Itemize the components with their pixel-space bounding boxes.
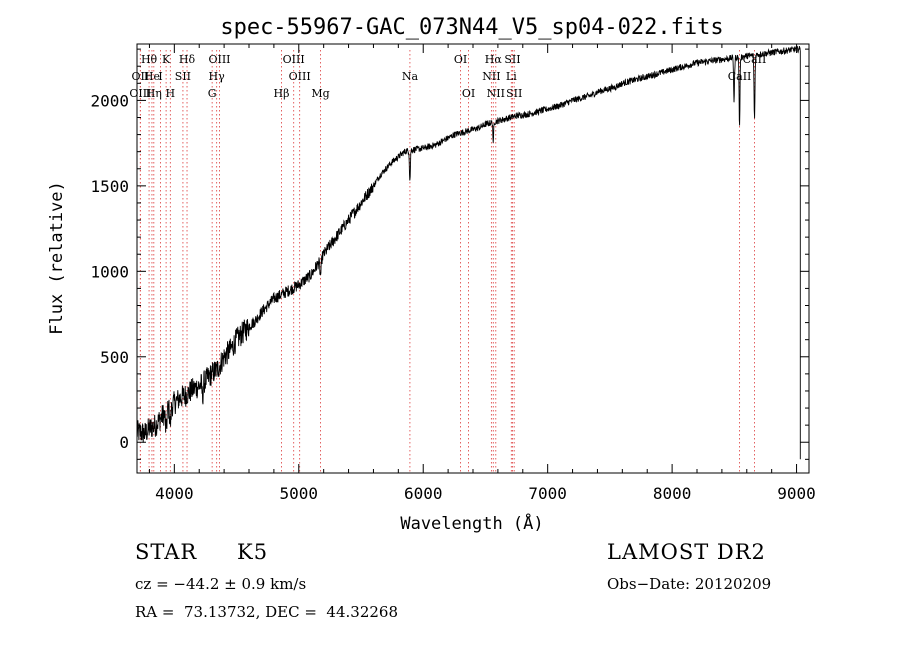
line-marker-label: Hβ <box>274 87 290 100</box>
line-marker-label: Hδ <box>179 53 196 66</box>
x-tick-label: 7000 <box>528 484 567 503</box>
line-marker-label: OIII <box>129 87 151 100</box>
line-marker-label: H <box>166 87 176 100</box>
line-marker-label: SII <box>506 87 522 100</box>
star-label: STAR <box>135 540 198 564</box>
plot-frame <box>136 43 810 474</box>
line-marker-label: He <box>144 70 160 83</box>
line-marker-label: NII <box>487 87 505 100</box>
y-axis-label: Flux (relative) <box>47 181 67 335</box>
line-marker-label: SII <box>504 53 520 66</box>
y-axis-ticks: 0 500 1000 1500 2000 <box>90 48 809 460</box>
line-markers <box>139 50 755 473</box>
chart-title: spec-55967-GAC_073N44_V5_sp04-022.fits <box>220 15 723 40</box>
x-axis-label: Wavelength (Å) <box>400 512 543 534</box>
line-marker-label: OII <box>132 70 150 83</box>
x-axis-ticks: 4000 5000 6000 7000 8000 9000 <box>148 44 816 503</box>
line-marker-label: OIII <box>289 70 311 83</box>
y-tick-label: 1000 <box>90 262 129 281</box>
survey-label: LAMOST DR2 <box>607 540 766 564</box>
line-marker-label: G <box>208 87 217 100</box>
spectral-type: K5 <box>237 540 269 564</box>
x-tick-label: 8000 <box>653 484 692 503</box>
line-marker-label: I <box>158 70 162 83</box>
line-marker-label: Hθ <box>141 53 158 66</box>
line-marker-label: Hη <box>146 87 162 100</box>
y-tick-label: 0 <box>119 433 129 452</box>
y-tick-label: 500 <box>100 348 129 367</box>
line-marker-label: OIII <box>208 53 230 66</box>
line-marker-label: K <box>162 53 171 66</box>
line-marker-label: Li <box>506 70 517 83</box>
line-marker-label: Na <box>402 70 419 83</box>
line-marker-label: OI <box>454 53 467 66</box>
x-tick-label: 4000 <box>155 484 194 503</box>
line-marker-label: Mg <box>311 87 329 100</box>
y-tick-label: 1500 <box>90 177 129 196</box>
x-tick-label: 5000 <box>280 484 319 503</box>
spectrum-line <box>136 45 801 460</box>
line-marker-label: OI <box>462 87 475 100</box>
coordinates-text: RA = 73.13732, DEC = 44.32268 <box>135 603 399 621</box>
x-tick-label: 6000 <box>404 484 443 503</box>
line-marker-label: Hα <box>485 53 503 66</box>
y-tick-label: 2000 <box>90 91 129 110</box>
line-marker-label: CaII <box>728 70 752 83</box>
obs-date-text: Obs−Date: 20120209 <box>607 575 772 593</box>
line-marker-label: SII <box>175 70 191 83</box>
x-tick-label: 9000 <box>777 484 816 503</box>
line-marker-label: NII <box>482 70 500 83</box>
line-marker-label: Hγ <box>209 70 226 83</box>
redshift-text: cz = −44.2 ± 0.9 km/s <box>135 575 307 593</box>
line-marker-label: OIII <box>283 53 305 66</box>
